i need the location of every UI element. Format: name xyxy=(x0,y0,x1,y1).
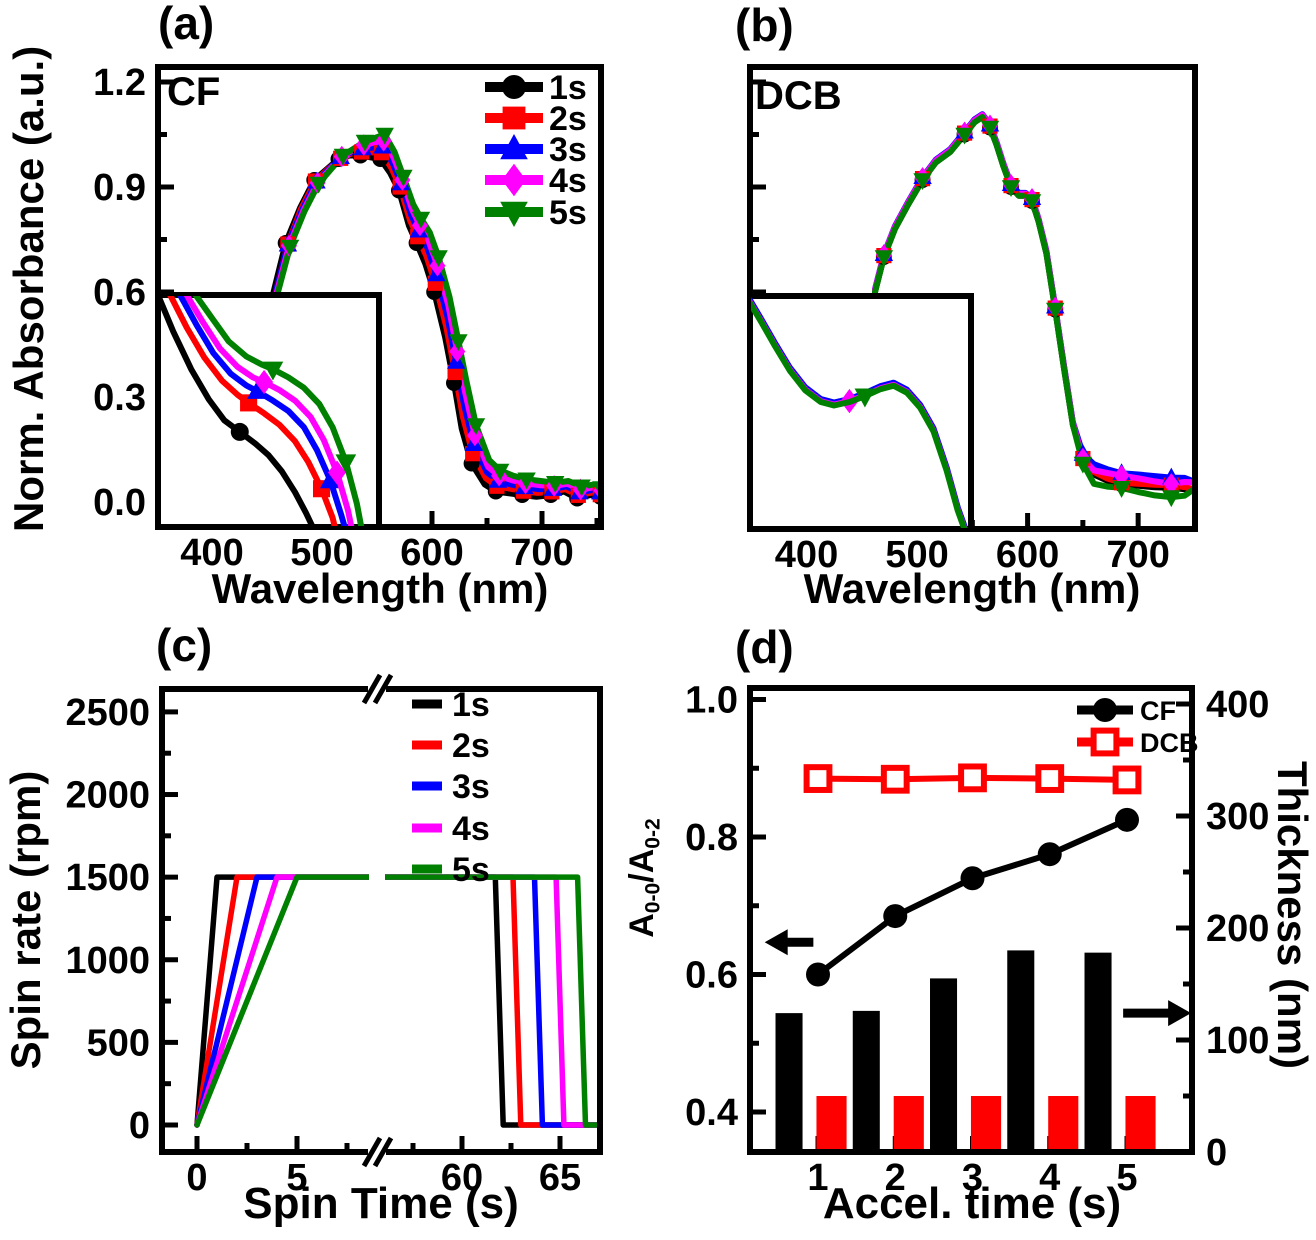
panel-d-lines xyxy=(803,763,1142,987)
panel-d-bars xyxy=(775,950,1156,1152)
svg-text:1: 1 xyxy=(807,1157,828,1199)
panel-b-inset-curves xyxy=(751,297,968,528)
svg-text:400: 400 xyxy=(180,532,243,574)
svg-text:CF: CF xyxy=(1140,696,1176,726)
svg-text:1.2: 1.2 xyxy=(93,62,146,104)
svg-text:700: 700 xyxy=(1106,534,1169,576)
panel-a-xlabel: Wavelength (nm) xyxy=(211,565,549,612)
svg-text:1s: 1s xyxy=(452,686,490,724)
svg-text:0.9: 0.9 xyxy=(93,167,146,209)
panel-b-xlabel: Wavelength (nm) xyxy=(803,565,1141,612)
svg-text:0.0: 0.0 xyxy=(93,482,146,524)
panel-c-ylabel: Spin rate (rpm) xyxy=(2,770,49,1070)
panel-c-xlabel: Spin Time (s) xyxy=(243,1179,519,1228)
panel-a-tag: (a) xyxy=(158,0,215,49)
panel-d-ylabel-left: A0-0/A0-2 xyxy=(623,818,665,938)
bar-cf-thickness-2 xyxy=(852,1010,880,1152)
panel-a-solvent-label: CF xyxy=(167,70,221,114)
svg-text:500: 500 xyxy=(885,534,948,576)
svg-text:4: 4 xyxy=(1039,1157,1060,1199)
svg-text:4s: 4s xyxy=(549,162,587,200)
svg-text:2000: 2000 xyxy=(65,775,150,817)
panel-a-ylabel: Norm. Absorbance (a.u.) xyxy=(5,45,52,532)
svg-text:2s: 2s xyxy=(549,100,587,138)
svg-text:200: 200 xyxy=(1206,908,1269,950)
svg-text:5: 5 xyxy=(286,1157,307,1199)
panel-c-axis-break xyxy=(361,673,394,1168)
panel-d-axes: 1 2 3 4 5 0.4 0.6 0.8 1.0 0 100 200 300 400 xyxy=(685,680,1269,1200)
svg-text:0.3: 0.3 xyxy=(93,377,146,419)
svg-text:600: 600 xyxy=(996,534,1059,576)
svg-text:500: 500 xyxy=(87,1022,150,1064)
svg-text:0: 0 xyxy=(129,1105,150,1147)
panel-d-ylabel-right: Thickness (nm) xyxy=(1269,760,1316,1070)
panel-c-series xyxy=(194,874,600,1128)
svg-text:2500: 2500 xyxy=(65,692,150,734)
svg-text:1000: 1000 xyxy=(65,940,150,982)
panel-a-inset-curves xyxy=(159,296,365,526)
panel-b-tag: (b) xyxy=(735,0,794,51)
svg-text:3s: 3s xyxy=(549,131,587,169)
svg-text:600: 600 xyxy=(400,532,463,574)
svg-text:1.0: 1.0 xyxy=(685,680,738,722)
svg-text:100: 100 xyxy=(1206,1020,1269,1062)
panel-d-xlabel: Accel. time (s) xyxy=(822,1179,1122,1228)
svg-text:1500: 1500 xyxy=(65,857,150,899)
bar-cf-thickness-5 xyxy=(1084,952,1112,1152)
svg-text:0.8: 0.8 xyxy=(685,817,738,859)
bar-dcb-thickness-1 xyxy=(816,1096,847,1152)
bar-cf-thickness-4 xyxy=(1007,950,1035,1152)
svg-text:0.6: 0.6 xyxy=(685,955,738,997)
panel-d-frame xyxy=(747,685,1195,1155)
panel-b-solvent-label: DCB xyxy=(755,74,842,118)
svg-text:1s: 1s xyxy=(549,69,587,107)
bar-cf-thickness-3 xyxy=(930,978,958,1152)
svg-text:0.4: 0.4 xyxy=(685,1092,738,1134)
svg-text:5s: 5s xyxy=(452,851,490,889)
svg-text:5: 5 xyxy=(1116,1157,1137,1199)
bar-dcb-thickness-5 xyxy=(1125,1096,1156,1152)
svg-text:2s: 2s xyxy=(452,727,490,765)
svg-text:DCB: DCB xyxy=(1140,728,1199,758)
svg-text:400: 400 xyxy=(1206,684,1269,726)
panel-a-inset xyxy=(155,292,382,530)
panel-b: 400 500 600 700 xyxy=(747,64,1198,576)
bar-dcb-thickness-3 xyxy=(970,1096,1002,1152)
svg-text:300: 300 xyxy=(1206,796,1269,838)
svg-text:3s: 3s xyxy=(452,768,490,806)
panel-c-axes: 0 5 60 65 0 500 1000 1500 2000 2500 xyxy=(65,692,581,1199)
panel-a-series xyxy=(270,127,601,507)
svg-text:500: 500 xyxy=(290,532,353,574)
bar-cf-thickness-1 xyxy=(775,1013,803,1152)
panel-b-inset xyxy=(747,293,974,532)
svg-text:2: 2 xyxy=(885,1157,906,1199)
panel-a-axes: 400 500 600 700 0.0 0.3 0.6 0.9 1.2 xyxy=(93,62,600,574)
svg-text:5s: 5s xyxy=(549,194,587,232)
svg-text:0.6: 0.6 xyxy=(93,272,146,314)
svg-text:700: 700 xyxy=(510,532,573,574)
svg-text:0: 0 xyxy=(186,1157,207,1199)
svg-text:400: 400 xyxy=(775,534,838,576)
svg-text:0: 0 xyxy=(1206,1132,1227,1174)
bar-dcb-thickness-4 xyxy=(1048,1096,1079,1152)
svg-text:65: 65 xyxy=(539,1157,581,1199)
panel-c-tag: (c) xyxy=(156,619,213,671)
panel-b-series xyxy=(872,111,1195,508)
panel-b-axes: 400 500 600 700 xyxy=(750,79,1170,576)
bar-dcb-thickness-2 xyxy=(893,1096,924,1152)
panel-d-tag: (d) xyxy=(735,621,794,673)
panel-d-arrows xyxy=(764,929,1192,1027)
svg-text:4s: 4s xyxy=(452,810,490,848)
svg-text:60: 60 xyxy=(441,1157,483,1199)
svg-text:3: 3 xyxy=(962,1157,983,1199)
